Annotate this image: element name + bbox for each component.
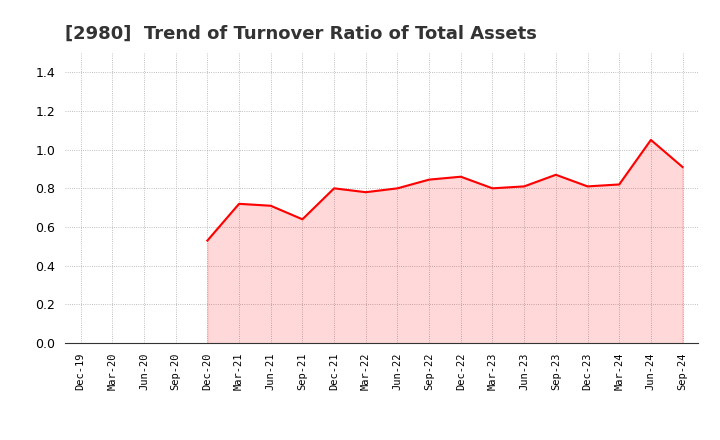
- Text: [2980]  Trend of Turnover Ratio of Total Assets: [2980] Trend of Turnover Ratio of Total …: [65, 25, 536, 43]
